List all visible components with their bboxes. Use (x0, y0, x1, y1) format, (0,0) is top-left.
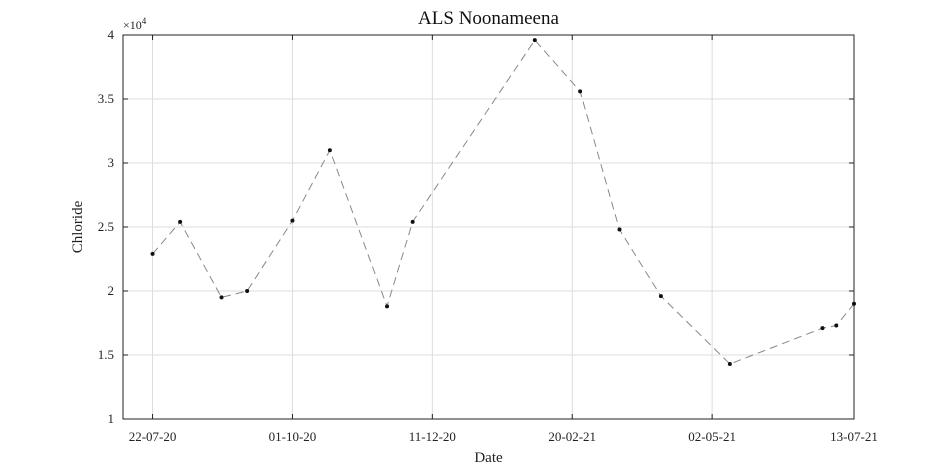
data-point (727, 361, 732, 366)
data-point (834, 323, 839, 328)
data-point (578, 89, 583, 94)
x-axis: 22-07-20 01-10-20 11-12-20 20-02-21 02-05-21… (129, 35, 878, 444)
series-line (152, 39, 855, 365)
data-point (219, 295, 224, 300)
y-tick-label: 1 (108, 411, 115, 426)
y-axis-label: Chloride (70, 200, 86, 253)
series-group (150, 38, 856, 366)
y-tick-label: 4 (108, 27, 115, 42)
x-tick-label: 13-07-21 (830, 429, 878, 444)
data-point (385, 304, 390, 309)
data-point (532, 38, 537, 43)
data-point (150, 251, 155, 256)
x-tick-label: 02-05-21 (688, 429, 736, 444)
grid (123, 34, 855, 420)
data-point (820, 326, 825, 331)
data-point (658, 294, 663, 299)
y-tick-label: 3 (108, 155, 115, 170)
data-point (290, 218, 295, 223)
data-point (852, 301, 856, 306)
data-point (617, 227, 622, 232)
data-point (178, 219, 183, 224)
y-exponent-power: 4 (142, 16, 147, 26)
y-exponent-label: ×104 (123, 16, 147, 32)
data-point (245, 289, 250, 293)
chart-title: ALS Noonameena (418, 8, 559, 29)
y-tick-label: 1.5 (98, 347, 114, 362)
data-point (410, 219, 415, 224)
x-tick-label: 01-10-20 (269, 429, 317, 444)
y-axis: 1 1.5 2 2.5 3 3.5 4 (98, 27, 854, 426)
x-tick-label: 11-12-20 (409, 429, 456, 444)
data-point (327, 148, 332, 153)
x-axis-label: Date (474, 450, 503, 466)
y-tick-label: 2.5 (98, 219, 114, 234)
x-tick-label: 20-02-21 (548, 429, 596, 444)
y-tick-label: 2 (108, 283, 115, 298)
y-tick-label: 3.5 (98, 91, 114, 106)
x-tick-label: 22-07-20 (129, 429, 177, 444)
